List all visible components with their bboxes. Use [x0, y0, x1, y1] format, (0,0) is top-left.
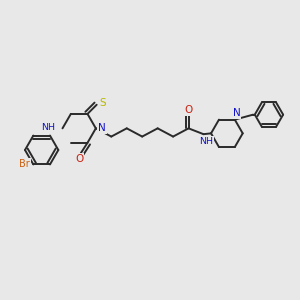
Text: O: O	[184, 104, 193, 115]
Text: N: N	[98, 122, 106, 133]
Text: O: O	[75, 154, 83, 164]
Text: N: N	[232, 108, 240, 118]
Text: NH: NH	[199, 137, 213, 146]
Text: S: S	[99, 98, 106, 108]
Text: Br: Br	[19, 159, 29, 169]
Text: NH: NH	[41, 123, 55, 132]
